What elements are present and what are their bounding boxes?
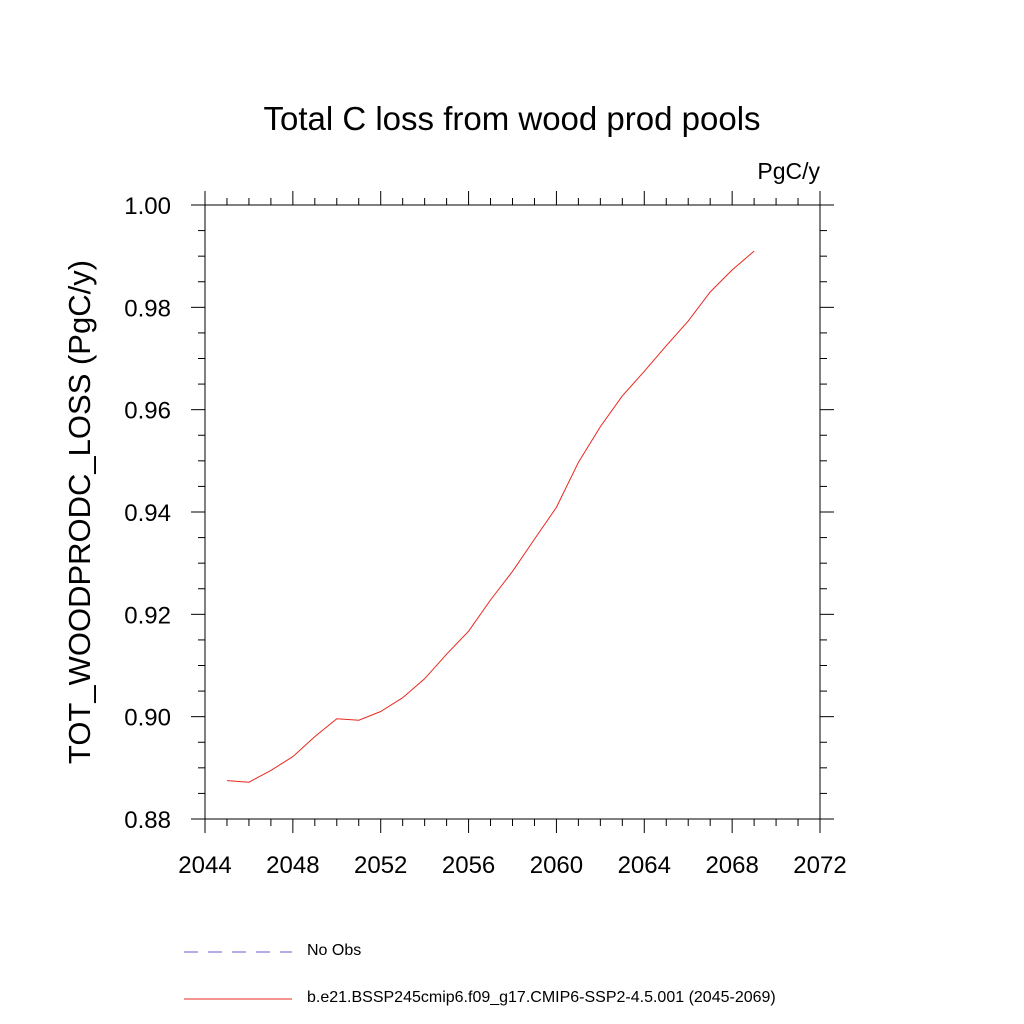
x-tick-label: 2064 — [618, 852, 671, 879]
legend-label: No Obs — [307, 942, 362, 959]
y-tick-label: 1.00 — [124, 193, 171, 220]
y-tick-label: 0.92 — [124, 602, 171, 629]
x-tick-label: 2068 — [705, 852, 758, 879]
tick-labels: 2044 2048 2052 2056 2060 2064 2068 2072 0.88 0.90… — [124, 193, 846, 879]
y-tick-label: 0.90 — [124, 705, 171, 732]
series-lines — [226, 250, 755, 783]
y-tick-label: 0.94 — [124, 500, 171, 527]
x-tick-label: 2072 — [793, 852, 846, 879]
y-tick-label: 0.98 — [124, 295, 171, 322]
x-tick-label: 2052 — [354, 852, 407, 879]
legend-lines — [184, 951, 292, 1000]
plot-frame — [204, 204, 821, 820]
x-tick-label: 2060 — [530, 852, 583, 879]
series-line-1 — [226, 250, 755, 783]
units-label: PgC/y — [757, 158, 820, 184]
chart-title: Total C loss from wood prod pools — [263, 100, 761, 137]
x-tick-label: 2056 — [442, 852, 495, 879]
y-tick-label: 0.96 — [124, 398, 171, 425]
axis-ticks — [191, 191, 834, 833]
legend-label: b.e21.BSSP245cmip6.f09_g17.CMIP6-SSP2-4.… — [307, 989, 776, 1006]
x-tick-label: 2044 — [178, 852, 231, 879]
y-tick-label: 0.88 — [124, 807, 171, 834]
x-tick-label: 2048 — [266, 852, 319, 879]
